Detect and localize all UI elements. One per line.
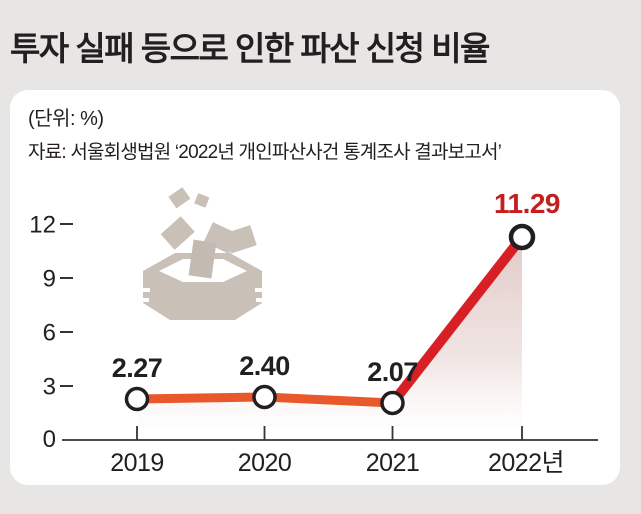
x-tick-label-2019: 2019 [110,449,164,477]
value-label-2019: 2.27 [112,353,163,383]
y-tick-label: 0 [43,426,56,453]
line-chart: 12 9 6 3 0 2019 2020 2021 2022년 2.27 2.4… [29,188,598,477]
pot-rim-notch [135,288,150,292]
pot-rim-notch [255,288,270,292]
data-point-2020 [252,384,277,410]
value-label-2021: 2.07 [367,357,418,387]
pot-rim-notch [256,298,268,302]
y-tick-label: 6 [43,320,56,347]
y-tick-label: 3 [43,374,56,401]
unit-label: (단위: %) [28,108,104,130]
value-label-2022-highlight: 11.29 [494,188,560,219]
line-segment-highlight [388,233,526,407]
money-pot-icon [135,187,270,320]
area-fill [137,237,522,427]
value-label-2020: 2.40 [239,351,290,381]
x-tick-label-2021: 2021 [366,449,420,477]
y-tick-label: 9 [43,266,56,293]
page-title: 투자 실패 등으로 인한 파산 신청 비율 [10,30,490,67]
chart-card: (단위: %) 자료: 서울회생법원 ‘2022년 개인파산사건 통계조사 결과… [10,90,620,485]
y-axis-ticks [60,223,73,387]
data-point-2019 [124,386,150,412]
y-tick-label: 12 [29,212,56,239]
banknote-icon [168,187,191,209]
banknote-icon [194,193,210,208]
x-tick-label-2022: 2022년 [488,449,564,477]
source-label: 자료: 서울회생법원 ‘2022년 개인파산사건 통계조사 결과보고서’ [28,142,502,163]
banknote-icon [160,216,195,250]
banknote-icon [188,239,217,279]
data-point-2021 [380,390,405,416]
pot-rim-notch [137,298,149,302]
x-axis-ticks [136,426,523,440]
x-tick-label-2020: 2020 [238,449,292,477]
data-point-2022 [508,223,536,251]
